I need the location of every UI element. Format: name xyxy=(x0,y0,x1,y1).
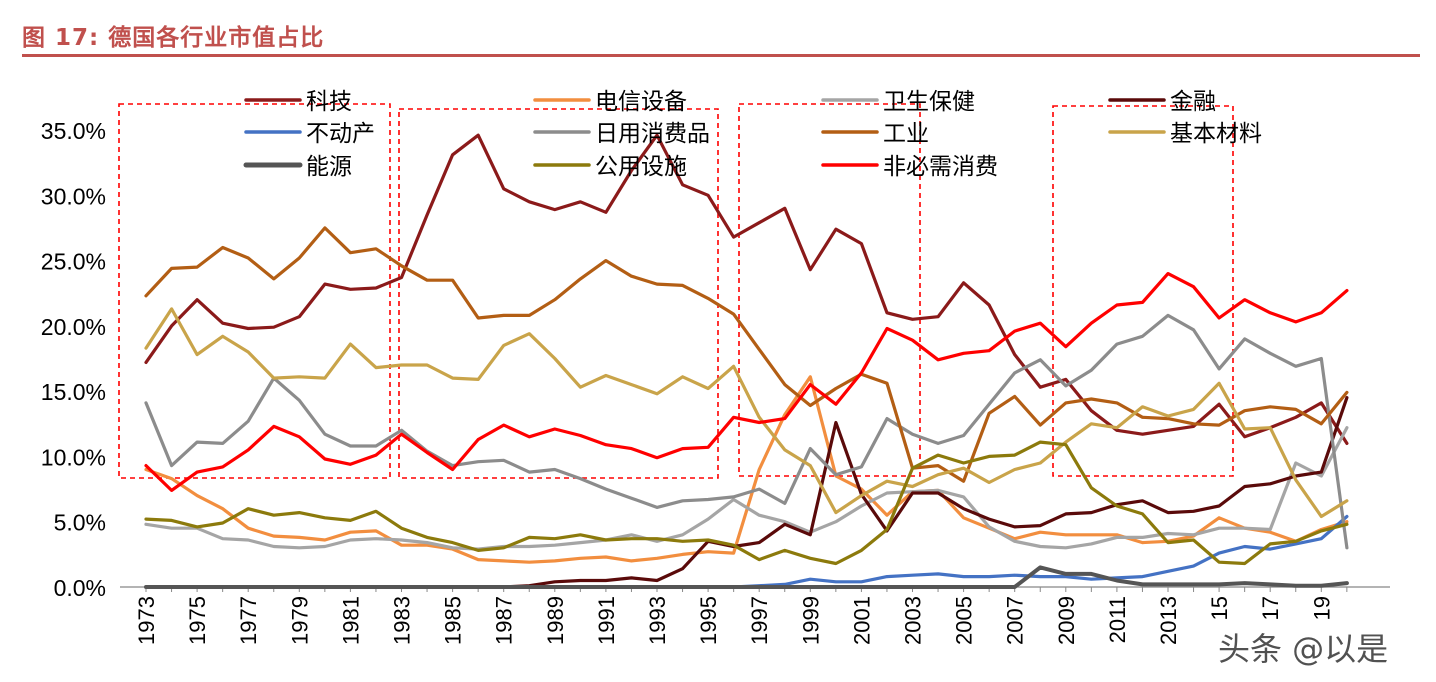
x-tick-label: 17 xyxy=(1258,596,1283,620)
x-tick-label: 1989 xyxy=(543,596,568,645)
highlight-boxes xyxy=(118,103,1234,479)
y-tick-label: 30.0% xyxy=(41,183,106,209)
legend-label: 能源 xyxy=(306,154,352,180)
series-line-2 xyxy=(144,375,1349,564)
legend-label: 非必需消费 xyxy=(883,154,998,180)
legend-label: 卫生保健 xyxy=(883,89,975,115)
series-line-7 xyxy=(144,226,1349,483)
x-tick-label: 2011 xyxy=(1105,596,1130,643)
x-tick-label: 1991 xyxy=(594,596,619,645)
legend-label: 工业 xyxy=(883,121,929,147)
series-line-1 xyxy=(144,133,1349,445)
x-tick-label: 2001 xyxy=(849,596,874,645)
x-tick-label: 1979 xyxy=(287,596,312,645)
x-tick-label: 2009 xyxy=(1054,596,1079,645)
series-line-10 xyxy=(144,440,1349,566)
x-tick-label: 1997 xyxy=(747,596,772,645)
y-tick-label: 20.0% xyxy=(41,314,106,340)
x-tick-label: 2013 xyxy=(1156,596,1181,645)
x-tick-label: 2007 xyxy=(1003,596,1028,645)
x-tick-label: 19 xyxy=(1309,596,1334,620)
x-tick-label: 2003 xyxy=(901,596,926,645)
figure-title: 图 17: 德国各行业市值占比 xyxy=(22,25,325,51)
y-tick-label: 15.0% xyxy=(41,379,106,405)
highlight-box-2 xyxy=(398,108,719,479)
y-tick-label: 0.0% xyxy=(54,575,106,601)
y-tick-label: 5.0% xyxy=(54,510,106,536)
watermark: 头条 @以是 xyxy=(1218,630,1389,668)
x-tick-label: 1985 xyxy=(441,596,466,645)
x-tick-label: 1993 xyxy=(645,596,670,645)
x-tick-label: 1975 xyxy=(185,596,210,645)
highlight-box-1 xyxy=(118,103,391,479)
x-tick-label: 15 xyxy=(1207,596,1232,620)
legend-label: 科技 xyxy=(306,89,352,115)
x-tick-label: 1981 xyxy=(338,596,363,645)
legend-label: 基本材料 xyxy=(1170,121,1262,147)
legend-label: 金融 xyxy=(1170,89,1216,115)
series-line-8 xyxy=(144,307,1349,519)
series-line-11 xyxy=(144,272,1349,492)
axes: 0.0% 5.0% 10.0% 15.0% 20.0% 25.0% 30.0% 35.0% 19… xyxy=(41,118,1390,645)
series-line-3 xyxy=(144,426,1349,551)
y-tick-label: 25.0% xyxy=(41,249,106,275)
highlight-box-4 xyxy=(1052,105,1234,477)
series-line-6 xyxy=(144,313,1349,550)
legend-label: 日用消费品 xyxy=(595,121,710,147)
x-tick-label: 1999 xyxy=(798,596,823,645)
series-lines xyxy=(144,133,1349,589)
y-tick-label: 35.0% xyxy=(41,118,106,144)
x-tick-label: 2005 xyxy=(952,596,977,645)
x-tick-label: 1987 xyxy=(492,596,517,645)
x-tick-label: 1983 xyxy=(390,596,415,645)
x-tick-label: 1973 xyxy=(134,596,159,645)
highlight-box-3 xyxy=(738,103,921,477)
x-tick-label: 1995 xyxy=(696,596,721,645)
y-tick-label: 10.0% xyxy=(41,444,106,470)
series-line-9 xyxy=(144,565,1349,589)
legend-label: 不动产 xyxy=(306,121,375,147)
legend-label: 电信设备 xyxy=(595,89,687,115)
title-rule xyxy=(22,54,1420,57)
legend-label: 公用设施 xyxy=(595,154,687,180)
x-tick-label: 1977 xyxy=(236,596,261,645)
